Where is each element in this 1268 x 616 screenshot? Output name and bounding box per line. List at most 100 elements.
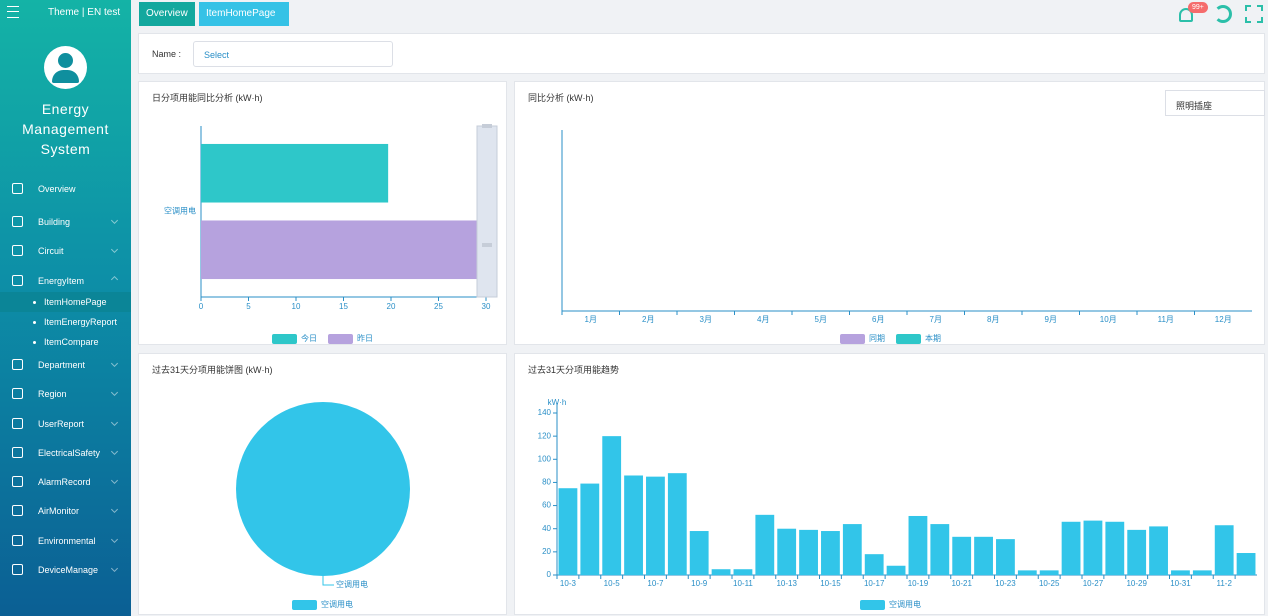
x-tick-label: 20 bbox=[387, 302, 396, 311]
menu-item-label: Department bbox=[38, 359, 86, 370]
legend-label: 本期 bbox=[925, 333, 941, 343]
bar bbox=[952, 536, 972, 575]
menu-icon bbox=[12, 476, 23, 488]
menu-item[interactable]: Overview bbox=[0, 179, 131, 199]
bar bbox=[733, 569, 753, 575]
chart-title: 日分项用能同比分析 (kW·h) bbox=[152, 93, 263, 103]
legend-label: 今日 bbox=[301, 333, 317, 343]
bar bbox=[1083, 520, 1103, 575]
menu-item[interactable]: EnergyItem bbox=[0, 271, 131, 291]
bar bbox=[1017, 570, 1037, 575]
chevron bbox=[110, 477, 119, 485]
bar bbox=[201, 220, 481, 280]
x-tick-label: 11-2 bbox=[1216, 579, 1232, 588]
menu-item[interactable]: Region bbox=[0, 384, 131, 404]
fullscreen[interactable] bbox=[1245, 5, 1263, 23]
menu-item-label: ElectricalSafety bbox=[38, 447, 101, 458]
legend-swatch bbox=[292, 600, 317, 610]
chart-title: 同比分析 (kW·h) bbox=[528, 93, 594, 103]
x-tick-label: 30 bbox=[482, 302, 491, 311]
menu-toggle[interactable] bbox=[7, 6, 19, 18]
bar bbox=[1105, 521, 1125, 575]
x-tick-label: 10-19 bbox=[908, 579, 929, 588]
x-tick-label: 10-15 bbox=[820, 579, 841, 588]
menu-item[interactable]: Department bbox=[0, 355, 131, 375]
menu-item[interactable]: DeviceManage bbox=[0, 560, 131, 580]
menu-icon bbox=[12, 388, 23, 400]
menu-item[interactable]: UserReport bbox=[0, 414, 131, 434]
select[interactable]: Select bbox=[193, 41, 393, 67]
chart-title: 过去31天分项用能趋势 bbox=[528, 365, 620, 375]
x-tick-label: 10月 bbox=[1100, 315, 1117, 324]
y-axis-label: kW·h bbox=[548, 398, 567, 407]
user-name[interactable]: test bbox=[104, 7, 121, 18]
menu-icon bbox=[12, 183, 23, 194]
sidebar: Theme | EN test Energy Management System… bbox=[0, 0, 131, 616]
legend-swatch bbox=[272, 334, 297, 344]
menu-item[interactable]: AirMonitor bbox=[0, 501, 131, 521]
bar bbox=[996, 539, 1015, 575]
panel: 日分项用能同比分析 (kW·h) 0 5 10 15 20 25 30 空调用电 今日 昨日 bbox=[138, 81, 507, 345]
menu-item[interactable]: Building bbox=[0, 212, 131, 232]
y-tick-label: 80 bbox=[542, 478, 551, 487]
legend-swatch bbox=[896, 334, 921, 344]
x-tick-label: 6月 bbox=[872, 315, 884, 324]
menu-icon bbox=[12, 505, 23, 517]
x-tick-label: 2月 bbox=[642, 315, 654, 324]
submenu-item[interactable]: ItemEnergyReport bbox=[0, 312, 131, 332]
submenu-item[interactable]: ItemHomePage bbox=[0, 291, 131, 312]
bar bbox=[667, 473, 687, 575]
x-tick-label: 10-11 bbox=[733, 579, 753, 588]
filter-label: Name : bbox=[152, 49, 182, 59]
bar bbox=[821, 531, 840, 575]
x-tick-label: 10-23 bbox=[995, 579, 1016, 588]
x-tick-label: 12月 bbox=[1215, 315, 1232, 324]
tab-active[interactable]: ItemHomePage × bbox=[199, 2, 289, 43]
bar bbox=[1061, 521, 1081, 575]
menu-icon bbox=[12, 564, 23, 575]
refresh[interactable] bbox=[1214, 5, 1232, 23]
x-tick-label: 10-7 bbox=[647, 579, 664, 588]
x-tick-label: 5月 bbox=[815, 315, 827, 324]
chevron bbox=[110, 418, 119, 426]
bar bbox=[624, 475, 643, 575]
theme-switch[interactable]: Theme | EN bbox=[48, 7, 102, 18]
bar bbox=[974, 536, 993, 575]
bar bbox=[799, 529, 818, 575]
x-tick-label: 10-9 bbox=[691, 579, 708, 588]
dropdown[interactable]: 照明插座 bbox=[1165, 90, 1265, 116]
menu-item[interactable]: AlarmRecord bbox=[0, 472, 131, 492]
legend-swatch bbox=[840, 334, 865, 344]
x-tick-label: 10 bbox=[292, 302, 301, 311]
chevron bbox=[110, 216, 119, 225]
x-tick-label: 10-17 bbox=[864, 579, 885, 588]
chevron bbox=[110, 535, 119, 543]
slice-label: 空调用电 bbox=[336, 579, 368, 589]
menu-item[interactable]: Environmental bbox=[0, 531, 131, 551]
bell[interactable] bbox=[1179, 8, 1193, 22]
menu-item-label: EnergyItem bbox=[38, 275, 85, 286]
x-tick-label: 4月 bbox=[757, 315, 769, 324]
bar bbox=[930, 524, 950, 575]
legend-label: 空调用电 bbox=[889, 599, 921, 609]
bar bbox=[864, 554, 884, 575]
y-tick-label: 100 bbox=[538, 454, 552, 463]
panel: 过去31天分项用能饼图 (kW·h) 空调用电 空调用电 bbox=[138, 353, 507, 615]
menu-item[interactable]: ElectricalSafety bbox=[0, 443, 131, 463]
menu-item-label: AirMonitor bbox=[38, 506, 80, 517]
chart-title: 过去31天分项用能饼图 (kW·h) bbox=[152, 365, 273, 375]
submenu-item[interactable]: ItemCompare bbox=[0, 332, 131, 352]
x-tick-label: 0 bbox=[199, 302, 204, 311]
bar bbox=[1171, 570, 1190, 575]
x-tick-label: 1月 bbox=[585, 315, 597, 324]
tab[interactable]: Overview bbox=[139, 2, 195, 26]
bar bbox=[646, 476, 665, 575]
bar bbox=[908, 515, 928, 575]
bar bbox=[201, 143, 389, 203]
tab-label: ItemHomePage bbox=[206, 8, 276, 19]
menu-item[interactable]: Circuit bbox=[0, 241, 131, 261]
bar bbox=[1039, 570, 1059, 575]
y-tick-label: 0 bbox=[547, 570, 552, 579]
bar bbox=[689, 531, 709, 575]
